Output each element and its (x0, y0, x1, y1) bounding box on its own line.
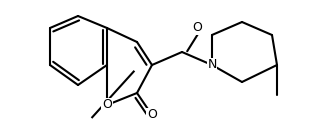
Text: N: N (207, 59, 217, 72)
Text: O: O (192, 21, 202, 34)
Text: O: O (147, 109, 157, 122)
Text: O: O (102, 98, 112, 111)
